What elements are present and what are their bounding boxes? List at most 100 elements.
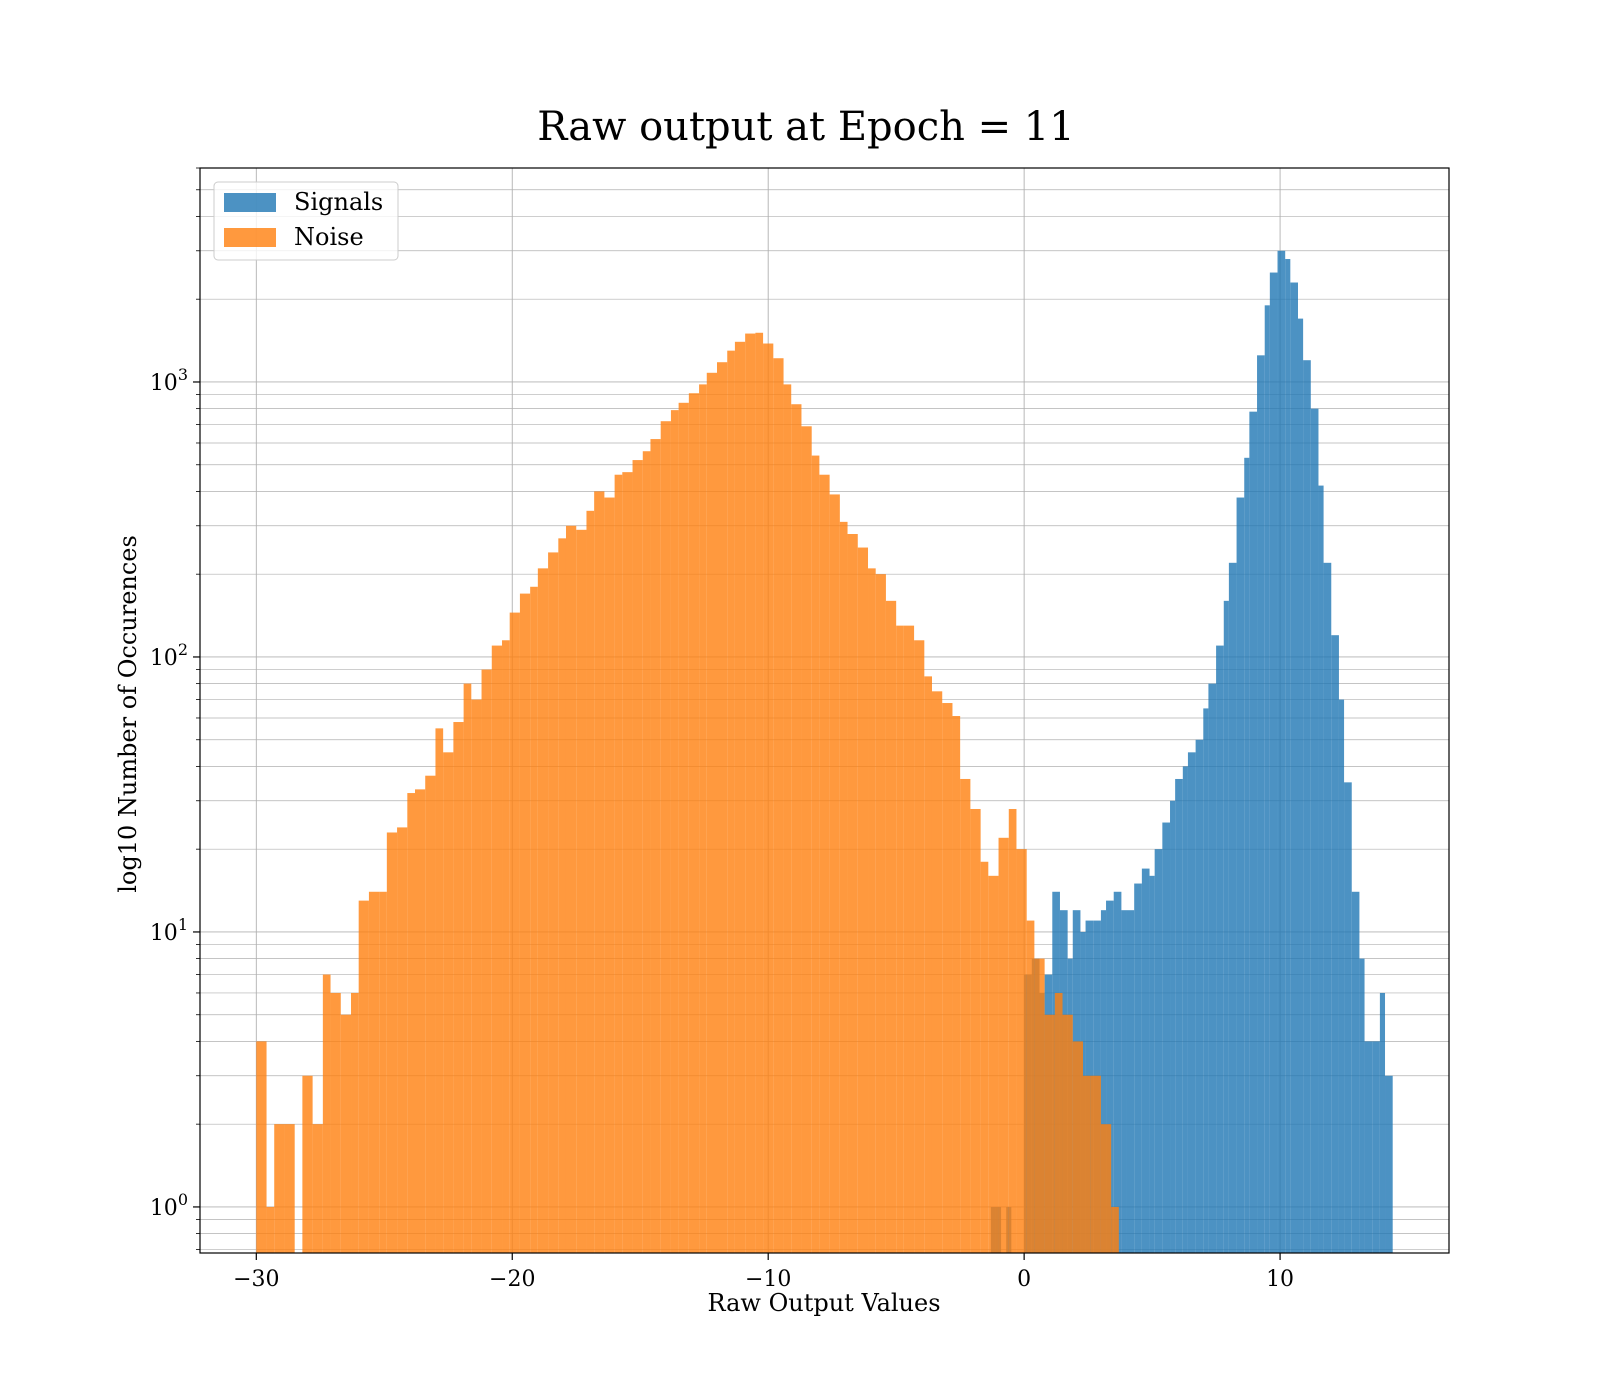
y-axis-ticks: 100 101 102 103: [150, 167, 200, 1250]
bar-noise: [1090, 1075, 1101, 1253]
bar-noise: [783, 384, 792, 1253]
bar-signals: [1141, 868, 1150, 1253]
bar-noise: [650, 439, 661, 1253]
bar-noise: [632, 460, 643, 1253]
x-axis-ticks: −30 −20 −10 0 10: [233, 1253, 1294, 1292]
x-tick-label: −20: [489, 1267, 535, 1292]
bar-noise: [1083, 1075, 1091, 1253]
bar-noise: [1016, 849, 1027, 1253]
y-tick-label: 103: [150, 365, 188, 396]
bar-noise: [397, 827, 408, 1253]
bar-noise: [678, 402, 689, 1254]
bar-noise: [811, 455, 820, 1254]
bar-signals: [1323, 562, 1332, 1253]
bar-signals: [1249, 411, 1258, 1253]
bar-signals: [1208, 683, 1217, 1253]
bar-noise: [576, 529, 587, 1253]
bar-noise: [443, 752, 454, 1253]
bar-noise: [491, 645, 503, 1253]
bar-noise: [839, 521, 848, 1253]
bar-signals: [1331, 635, 1339, 1253]
bar-signals: [1338, 699, 1345, 1253]
bar-signals: [1195, 739, 1204, 1253]
bar-noise: [847, 534, 858, 1253]
bar-noise: [414, 789, 426, 1253]
x-tick-label: 10: [1266, 1267, 1294, 1292]
bar-noise: [358, 900, 369, 1253]
bar-noise: [699, 384, 707, 1253]
y-tick-label: 101: [150, 915, 188, 946]
bar-noise: [1111, 1206, 1119, 1253]
bar-noise: [594, 491, 605, 1254]
bar-noise: [1100, 1124, 1112, 1253]
bar-signals: [1344, 782, 1352, 1253]
bar-noise: [548, 552, 559, 1253]
bar-noise: [885, 600, 897, 1253]
legend: Signals Noise: [213, 181, 399, 261]
bar-signals: [1364, 1041, 1373, 1253]
bar-signals: [1100, 910, 1107, 1253]
bar-noise: [530, 586, 538, 1253]
bar-noise: [875, 574, 886, 1253]
bar-signals: [1351, 891, 1360, 1253]
bar-noise: [471, 699, 482, 1253]
bar-noise: [379, 891, 387, 1253]
bar-noise: [642, 451, 651, 1253]
bar-noise: [942, 703, 953, 1253]
bar-noise: [1044, 1014, 1055, 1253]
bar-noise: [274, 1124, 285, 1253]
bar-signals: [1170, 800, 1176, 1253]
bar-noise: [407, 793, 415, 1253]
bar-noise: [284, 1124, 295, 1253]
bar-noise: [763, 343, 774, 1253]
bar-signals: [1162, 822, 1171, 1253]
bar-noise: [502, 640, 510, 1253]
bar-signals: [1290, 282, 1298, 1253]
bar-noise: [586, 510, 595, 1253]
bar-signals: [1257, 355, 1265, 1254]
bar-signals: [1318, 485, 1324, 1254]
chart-title: Raw output at Epoch = 11: [537, 104, 1074, 150]
bar-signals: [1228, 562, 1237, 1253]
bar-noise: [988, 875, 999, 1253]
bar-signals: [1223, 600, 1229, 1253]
bar-noise: [903, 625, 915, 1253]
bar-signals: [1264, 305, 1270, 1253]
bar-noise: [509, 612, 520, 1253]
bar-signals: [1134, 883, 1142, 1253]
bar-signals: [1269, 272, 1278, 1253]
bar-signals: [1372, 1041, 1380, 1253]
bar-noise: [453, 722, 464, 1253]
bar-noise: [1054, 992, 1063, 1253]
bar-noise: [970, 808, 981, 1253]
bar-noise: [604, 497, 615, 1254]
legend-swatch-noise: [224, 228, 276, 247]
bar-signals: [1216, 645, 1224, 1253]
bar-noise: [980, 861, 989, 1253]
bar-noise: [931, 691, 943, 1253]
bar-noise: [312, 1124, 323, 1253]
bar-noise: [1026, 920, 1035, 1253]
bar-noise: [1008, 808, 1017, 1253]
bar-noise: [565, 525, 577, 1253]
bar-noise: [717, 362, 728, 1253]
bar-noise: [688, 393, 700, 1253]
bar-noise: [1072, 1041, 1084, 1253]
bar-noise: [706, 372, 718, 1254]
bar-noise: [351, 992, 359, 1253]
bar-signals: [1285, 259, 1291, 1253]
bars: [256, 250, 1393, 1254]
bar-noise: [386, 832, 398, 1253]
bar-noise: [998, 837, 1009, 1253]
bar-noise: [266, 1206, 275, 1253]
bar-signals: [1303, 360, 1311, 1253]
bar-noise: [755, 332, 764, 1253]
bar-signals: [1175, 778, 1183, 1253]
bar-signals: [1297, 318, 1304, 1253]
bar-noise: [734, 341, 746, 1254]
bar-noise: [914, 640, 925, 1253]
bar-signals: [1379, 992, 1386, 1253]
bar-signals: [1182, 766, 1188, 1253]
x-tick-label: 0: [1017, 1267, 1031, 1292]
legend-label-noise: Noise: [294, 223, 364, 251]
